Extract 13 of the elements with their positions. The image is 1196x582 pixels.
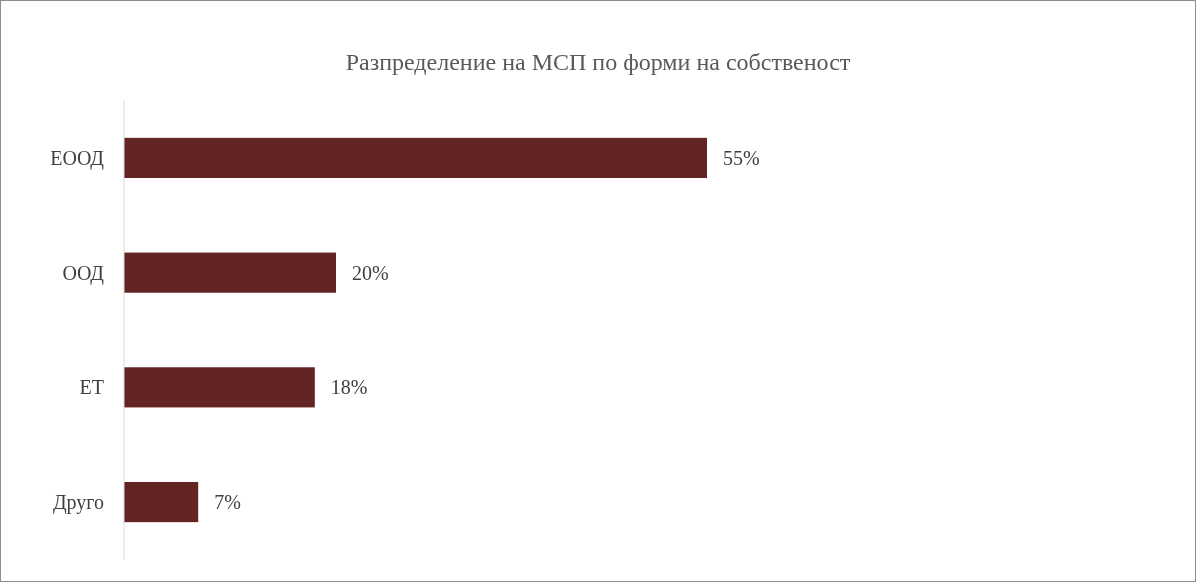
data-label: 20% [352, 261, 389, 284]
bar [124, 252, 336, 293]
data-label: 18% [330, 376, 368, 399]
bar [124, 367, 315, 408]
y-tick-label: ЕООД [50, 146, 105, 170]
y-tick-label: ООД [62, 261, 105, 285]
bar [124, 482, 199, 523]
y-tick-label: Друго [52, 491, 104, 515]
y-tick-label: ЕТ [79, 376, 104, 399]
data-label: 7% [214, 491, 241, 514]
data-label: 55% [723, 146, 760, 169]
bar [124, 137, 707, 178]
chart-title: Разпределение на МСП по форми на собственост [345, 49, 851, 75]
